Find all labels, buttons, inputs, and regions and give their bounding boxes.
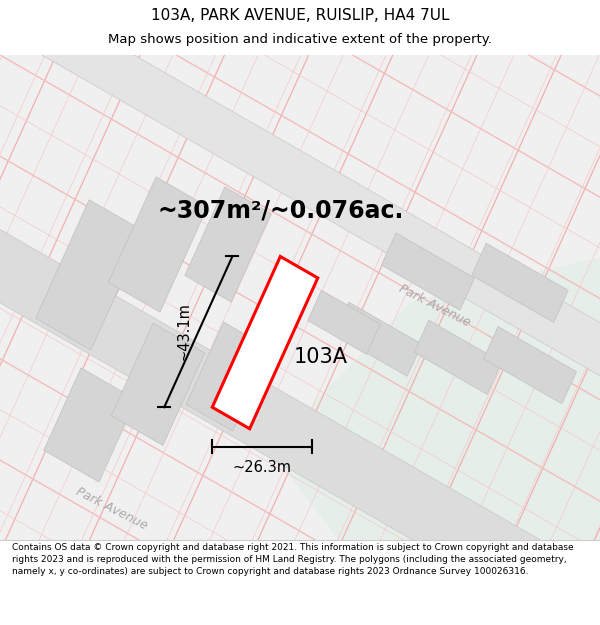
- Text: 103A, PARK AVENUE, RUISLIP, HA4 7UL: 103A, PARK AVENUE, RUISLIP, HA4 7UL: [151, 8, 449, 23]
- Text: Park Avenue: Park Avenue: [397, 282, 473, 329]
- Polygon shape: [111, 323, 205, 446]
- Text: Park Avenue: Park Avenue: [74, 485, 150, 532]
- Polygon shape: [382, 233, 475, 310]
- Polygon shape: [334, 302, 422, 376]
- Polygon shape: [0, 0, 600, 556]
- Text: Contains OS data © Crown copyright and database right 2021. This information is : Contains OS data © Crown copyright and d…: [12, 542, 574, 576]
- Polygon shape: [44, 368, 136, 482]
- Polygon shape: [35, 200, 145, 350]
- Polygon shape: [414, 320, 502, 394]
- Polygon shape: [270, 258, 600, 540]
- Polygon shape: [185, 187, 271, 302]
- Polygon shape: [109, 177, 208, 312]
- Text: ~307m²/~0.076ac.: ~307m²/~0.076ac.: [158, 199, 404, 222]
- Polygon shape: [308, 291, 380, 354]
- Text: Map shows position and indicative extent of the property.: Map shows position and indicative extent…: [108, 33, 492, 46]
- Polygon shape: [212, 256, 318, 429]
- Text: ~26.3m: ~26.3m: [232, 459, 292, 474]
- Polygon shape: [484, 327, 577, 404]
- Polygon shape: [0, 51, 600, 625]
- Polygon shape: [186, 322, 270, 431]
- Polygon shape: [472, 243, 568, 322]
- Text: 103A: 103A: [294, 348, 348, 368]
- Text: ~43.1m: ~43.1m: [177, 302, 192, 361]
